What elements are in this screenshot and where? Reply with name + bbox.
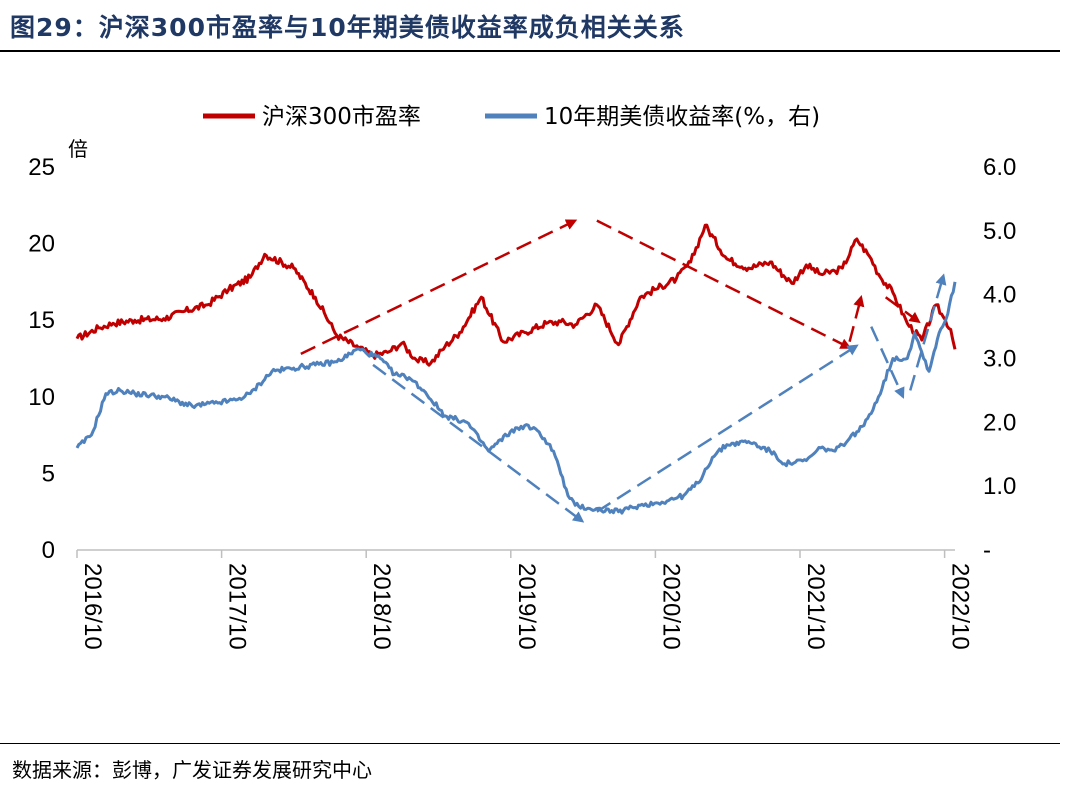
pe-trend-arrow [300, 219, 578, 356]
x-tick-label: 2017/10 [224, 563, 251, 650]
x-tick-label: 2019/10 [513, 563, 540, 650]
x-tick-label: 2016/10 [79, 563, 106, 650]
chart: 沪深300市盈率 10年期美债收益率(%，右) 倍 25 20 15 10 5 0 6.0… [28, 104, 1016, 650]
series-layer [75, 223, 957, 515]
x-axis-ticks: 2016/10 2017/10 2018/10 2019/10 2020/10 2021/… [76, 550, 974, 650]
pe-trend-arrow [848, 295, 865, 342]
left-tick-label: 5 [42, 460, 55, 487]
left-tick-label: 0 [42, 537, 55, 564]
x-tick-label: 2022/10 [947, 563, 974, 650]
right-axis-ticks: 6.0 5.0 4.0 3.0 2.0 1.0 - [983, 154, 1016, 564]
right-tick-label: 1.0 [983, 473, 1016, 500]
pe-series-line [75, 223, 957, 367]
pe-trend-arrow [596, 219, 852, 349]
yield-trend-arrow [372, 363, 585, 523]
left-axis-ticks: 25 20 15 10 5 0 [28, 154, 55, 564]
left-tick-label: 10 [28, 384, 55, 411]
legend-label-pe: 沪深300市盈率 [262, 104, 421, 130]
right-tick-label: - [983, 537, 991, 564]
x-tick-label: 2018/10 [368, 563, 395, 650]
yield-trend-arrow [596, 344, 859, 513]
footer-divider [0, 743, 1060, 744]
yield-trend-arrow [870, 326, 905, 399]
source-note: 数据来源：彭博，广发证券发展研究中心 [12, 758, 372, 782]
right-tick-label: 5.0 [983, 218, 1016, 245]
left-tick-label: 20 [28, 231, 55, 258]
title-divider [0, 50, 1060, 52]
x-tick-label: 2021/10 [802, 563, 829, 650]
legend: 沪深300市盈率 10年期美债收益率(%，右) [203, 104, 820, 130]
pe-trend-arrow [884, 296, 921, 324]
right-tick-label: 3.0 [983, 346, 1016, 373]
yield-trend-arrow [909, 273, 947, 391]
left-tick-label: 25 [28, 154, 55, 181]
right-tick-label: 4.0 [983, 282, 1016, 309]
legend-label-yield: 10年期美债收益率(%，右) [544, 104, 820, 130]
yield-series-line [75, 281, 957, 515]
left-axis-unit: 倍 [68, 137, 88, 161]
trend-arrows [300, 219, 947, 523]
right-tick-label: 2.0 [983, 409, 1016, 436]
right-tick-label: 6.0 [983, 154, 1016, 181]
page-title: 图29：沪深300市盈率与10年期美债收益率成负相关关系 [10, 13, 685, 42]
left-tick-label: 15 [28, 307, 55, 334]
x-tick-label: 2020/10 [657, 563, 684, 650]
